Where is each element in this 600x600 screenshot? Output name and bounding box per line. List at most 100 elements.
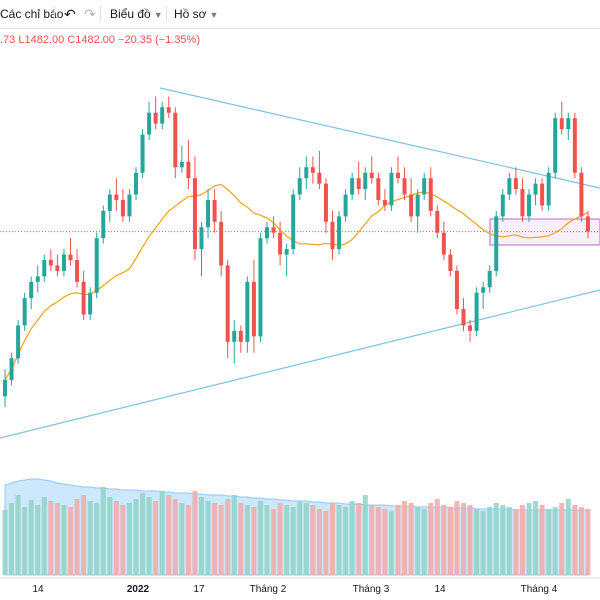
candle-body xyxy=(533,183,538,195)
candle-body xyxy=(402,178,407,195)
highlight-rectangle xyxy=(489,218,600,246)
candle xyxy=(127,189,132,222)
volume-bar xyxy=(277,503,283,575)
chart-type-label: Biểu đồ xyxy=(110,7,151,21)
candle xyxy=(585,210,590,239)
candle xyxy=(258,232,263,342)
volume-bar xyxy=(205,501,211,575)
candle-body xyxy=(22,298,27,326)
candle-body xyxy=(68,254,73,260)
candle xyxy=(173,107,178,179)
candle xyxy=(245,276,250,353)
candle xyxy=(68,238,73,266)
candle-body xyxy=(245,281,250,342)
candle-body xyxy=(212,200,217,222)
candle-body xyxy=(566,118,571,130)
profile-button[interactable]: Hồ sơ ▼ xyxy=(174,0,218,28)
candle xyxy=(566,112,571,140)
candle xyxy=(369,156,374,184)
upper-trendline xyxy=(159,87,600,189)
volume-bar xyxy=(231,495,237,575)
volume-bar xyxy=(500,505,506,575)
candle-body xyxy=(513,178,518,190)
volume-bar xyxy=(28,500,34,575)
candle-body xyxy=(258,238,263,337)
candle xyxy=(415,189,420,233)
volume-bar xyxy=(120,505,126,575)
candle xyxy=(265,221,269,244)
volume-bar xyxy=(238,503,244,575)
candle xyxy=(9,352,14,386)
candle xyxy=(29,276,34,310)
volume-bar xyxy=(48,501,54,575)
volume-bar xyxy=(297,501,303,575)
volume-bar xyxy=(107,497,113,575)
candle xyxy=(179,145,184,173)
candle xyxy=(487,265,492,293)
candle xyxy=(553,112,558,179)
undo-icon[interactable]: ↶ xyxy=(64,6,76,22)
candle xyxy=(409,178,414,222)
volume-bar xyxy=(15,495,21,575)
indicators-button[interactable]: Các chỉ báo xyxy=(0,7,64,21)
toolbar-divider xyxy=(166,6,167,22)
candle xyxy=(22,292,27,331)
candle-body xyxy=(42,260,47,277)
candle xyxy=(219,210,224,277)
candle xyxy=(153,96,158,130)
candle-body xyxy=(527,194,531,217)
candle-body xyxy=(88,292,93,315)
x-tick-label: 2022 xyxy=(127,584,150,595)
volume-bar xyxy=(493,503,499,575)
volume-bar xyxy=(244,505,250,575)
volume-bar xyxy=(126,503,132,575)
candle xyxy=(284,243,289,277)
volume-bar xyxy=(218,505,224,575)
volume-bar xyxy=(133,499,139,575)
candle-body xyxy=(147,112,152,135)
candle-body xyxy=(448,254,453,271)
volume-bar xyxy=(257,501,263,575)
volume-bar xyxy=(284,505,290,575)
candle xyxy=(147,101,152,140)
candle xyxy=(468,320,473,342)
candle xyxy=(310,156,315,184)
volume-pane xyxy=(2,478,591,576)
candle-body xyxy=(409,194,414,217)
volume-bar xyxy=(316,509,322,575)
redo-icon[interactable]: ↷ xyxy=(84,6,96,22)
volume-bar xyxy=(22,507,28,575)
candle-body xyxy=(94,238,99,293)
volume-bar xyxy=(35,505,41,575)
candle xyxy=(461,298,466,331)
candle-body xyxy=(278,232,283,255)
volume-bar xyxy=(461,503,466,575)
candle xyxy=(35,265,40,293)
candle-body xyxy=(422,178,427,195)
candle-body xyxy=(441,232,446,255)
candle xyxy=(291,189,296,255)
x-axis: 14 2022 17 Tháng 2 Tháng 3 14 Tháng 4 xyxy=(0,577,600,595)
candle-body xyxy=(553,118,558,173)
volume-bar xyxy=(179,503,185,575)
candle xyxy=(166,96,171,119)
candle xyxy=(232,320,237,364)
candle-body xyxy=(153,112,158,124)
volume-bar xyxy=(61,505,67,575)
candle xyxy=(134,167,138,200)
x-tick-label: Tháng 3 xyxy=(353,584,390,595)
candle xyxy=(454,265,459,315)
candle xyxy=(481,281,486,310)
candle xyxy=(278,221,283,266)
candle-body xyxy=(363,172,368,190)
volume-bar xyxy=(271,509,277,575)
chart-type-button[interactable]: Biểu đồ ▼ xyxy=(110,0,163,28)
volume-bar xyxy=(94,503,100,575)
candle xyxy=(251,260,256,353)
moving-average xyxy=(4,183,589,381)
candle-body xyxy=(127,194,132,217)
volume-bar xyxy=(506,507,512,575)
candle-body xyxy=(415,194,420,217)
candle-body xyxy=(265,227,269,239)
